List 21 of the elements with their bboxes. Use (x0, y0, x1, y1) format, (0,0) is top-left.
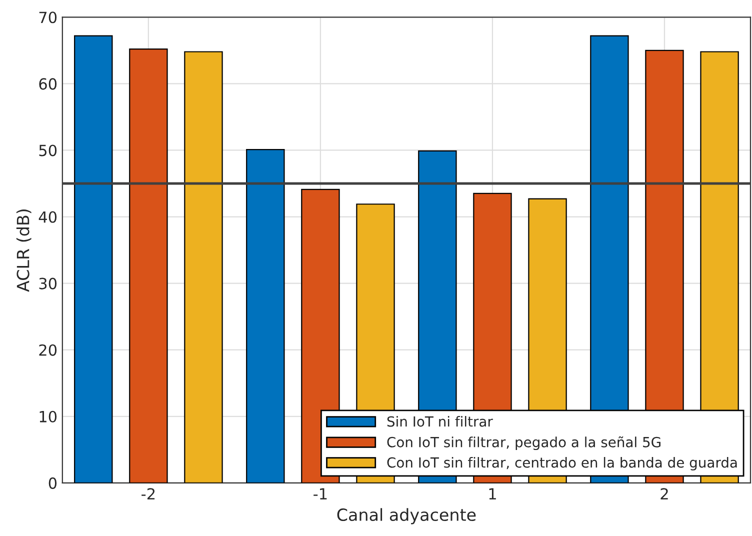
x-tick-label: 1 (489, 488, 496, 500)
y-axis-title: ACLR (dB) (16, 210, 32, 292)
x-tick-label: 2 (660, 488, 668, 500)
y-tick-label: 20 (39, 344, 57, 356)
y-tick-label: 50 (39, 144, 57, 156)
y-tick-label: 40 (38, 211, 57, 223)
bar (246, 149, 285, 483)
x-tick-label: -1 (314, 488, 327, 500)
y-tick-label: 70 (39, 12, 57, 24)
y-tick-label: 60 (39, 78, 57, 90)
bar (184, 51, 223, 483)
bar (74, 35, 113, 483)
y-tick-label: 30 (39, 278, 57, 290)
y-tick-label: 0 (48, 477, 57, 489)
legend-label: Sin IoT ni filtrar (387, 416, 493, 427)
x-tick-label: -2 (142, 488, 155, 500)
y-tick-label: 10 (40, 410, 57, 422)
legend-label: Con IoT sin filtrar, pegado a la señal 5G (387, 436, 660, 450)
x-axis-title: Canal adyacente (337, 508, 476, 524)
legend-label: Con IoT sin filtrar, centrado en la banda de guarda (387, 456, 737, 470)
bar (129, 48, 168, 483)
